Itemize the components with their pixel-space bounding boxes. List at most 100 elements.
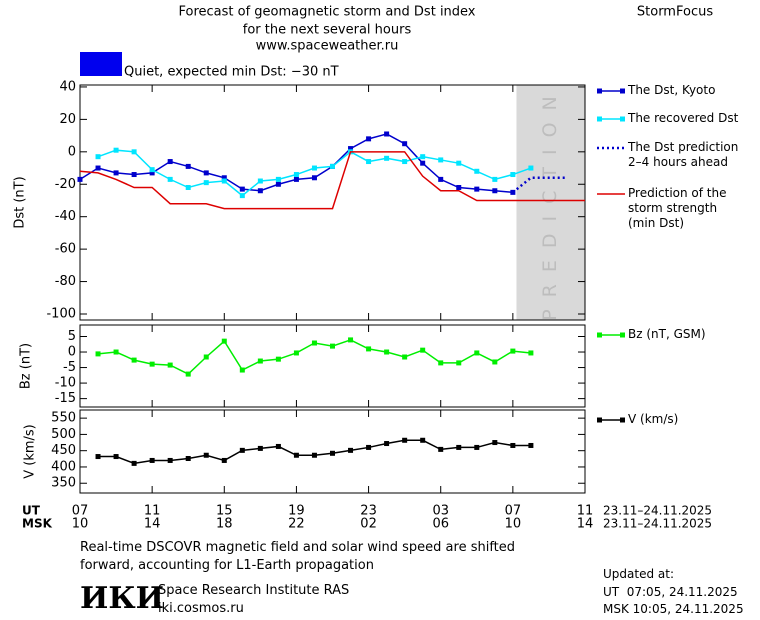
legend-marker: [620, 332, 625, 338]
y-tick-label: -5: [63, 360, 76, 375]
legend-label: Bz (nT, GSM): [628, 327, 706, 341]
x-range: 23.11–24.11.2025: [603, 504, 712, 518]
x-tick-label: 23: [360, 504, 377, 519]
y-tick-label: 450: [51, 443, 76, 458]
data-point: [113, 349, 119, 355]
x2-axis-label: MSK: [22, 517, 53, 531]
data-point: [510, 348, 516, 354]
data-point: [330, 450, 335, 456]
legend-marker: [620, 116, 625, 122]
data-point: [113, 147, 119, 153]
x2-tick-label: 14: [144, 517, 161, 532]
data-point: [185, 163, 191, 169]
x2-tick-label: 10: [505, 517, 522, 532]
legend-marker: [597, 116, 602, 122]
x-tick-label: 03: [432, 504, 449, 519]
institute: Space Research Institute RAS: [158, 583, 350, 598]
y-tick-label: -60: [55, 242, 76, 257]
y-axis-label: Dst (nT): [13, 176, 28, 228]
data-point: [149, 457, 155, 463]
x-tick-label: 15: [216, 504, 233, 519]
y-axis-label: Bz (nT): [19, 343, 34, 389]
updated-ut: UT 07:05, 24.11.2025: [603, 585, 738, 599]
url: iki.cosmos.ru: [158, 601, 244, 616]
data-point: [420, 160, 426, 166]
legend-label: The Dst, Kyoto: [628, 83, 716, 97]
x-tick-label: 19: [288, 504, 305, 519]
prediction-band: [516, 85, 585, 320]
data-point: [149, 167, 155, 173]
data-point: [167, 457, 173, 463]
legend-label: The recovered Dst: [628, 111, 739, 125]
data-point: [402, 159, 408, 165]
data-point: [311, 340, 317, 346]
data-point: [257, 178, 263, 184]
brand: StormFocus: [637, 5, 713, 20]
data-point: [474, 168, 480, 174]
data-point: [221, 338, 227, 344]
data-point: [384, 155, 390, 161]
data-point: [384, 441, 390, 447]
y-tick-label: -15: [55, 391, 76, 406]
data-point: [456, 184, 462, 190]
x2-tick-label: 02: [360, 517, 377, 532]
data-point: [95, 454, 101, 460]
data-point: [275, 356, 281, 362]
data-point: [366, 346, 372, 352]
data-point: [95, 165, 101, 171]
data-point: [510, 172, 516, 178]
note: Real-time DSCOVR magnetic field and sola…: [80, 540, 516, 573]
legend-label: V (km/s): [628, 412, 679, 426]
data-point: [239, 367, 245, 373]
data-point: [131, 357, 137, 363]
data-point: [293, 350, 299, 356]
data-point: [438, 157, 444, 163]
data-point: [185, 371, 191, 377]
logo: ИКИ: [80, 581, 164, 616]
updated-msk: MSK 10:05, 24.11.2025: [603, 602, 744, 616]
x2-tick-label: 10: [72, 517, 89, 532]
data-point: [474, 444, 480, 450]
series-line: [98, 439, 531, 465]
data-point: [438, 176, 444, 182]
data-point: [528, 442, 534, 448]
y-tick-label: -80: [55, 274, 76, 289]
data-point: [330, 163, 335, 169]
data-point: [257, 188, 263, 194]
data-point: [167, 159, 173, 165]
series-line: [512, 176, 567, 194]
data-point: [348, 146, 354, 152]
legend-marker: [597, 417, 602, 423]
data-point: [528, 165, 534, 171]
data-point: [203, 180, 209, 186]
data-point: [239, 186, 245, 192]
y-tick-label: 400: [51, 459, 76, 474]
data-point: [510, 442, 516, 448]
data-point: [348, 447, 354, 453]
data-point: [456, 444, 462, 450]
data-point: [275, 181, 281, 187]
y-tick-label: 500: [51, 427, 76, 442]
y-tick-label: -100: [46, 306, 76, 321]
y-axis-label: V (km/s): [23, 424, 38, 479]
plot-frame: [79, 84, 586, 321]
x-tick-label: 07: [505, 504, 522, 519]
data-point: [384, 131, 390, 137]
data-point: [149, 361, 155, 367]
data-point: [492, 188, 498, 194]
title-line: for the next several hours: [243, 23, 412, 38]
data-point: [185, 455, 191, 461]
data-point: [366, 136, 372, 142]
data-point: [203, 452, 209, 458]
data-point: [311, 452, 317, 458]
legend-label: Prediction of the storm strength (min Ds…: [628, 186, 727, 230]
data-point: [257, 445, 263, 451]
data-point: [167, 176, 173, 182]
data-point: [131, 172, 137, 178]
title-line: Forecast of geomagnetic storm and Dst in…: [178, 5, 475, 20]
data-point: [438, 360, 444, 366]
x-tick-label: 07: [72, 504, 89, 519]
